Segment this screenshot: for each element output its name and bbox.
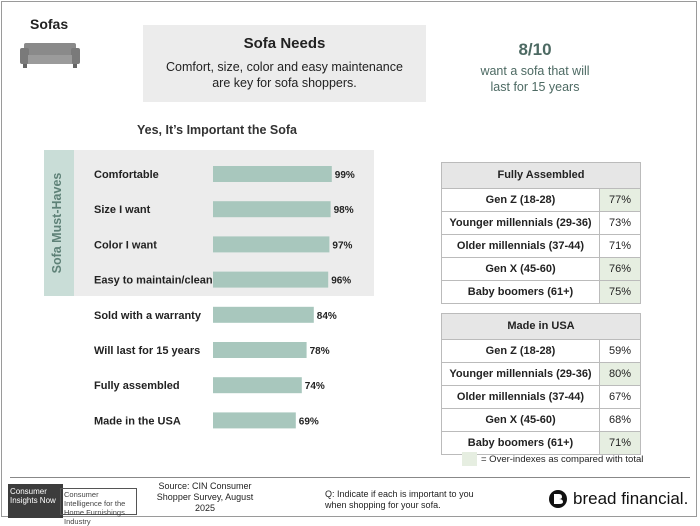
table-row: Younger millennials (29-36) 73% <box>442 212 640 235</box>
table-row: Gen Z (18-28) 77% <box>442 189 640 212</box>
row-label: Gen X (45-60) <box>442 258 600 280</box>
stat-text: want a sofa that will last for 15 years <box>480 64 590 94</box>
legend: = Over-indexes as compared with total <box>462 452 643 466</box>
row-label: Baby boomers (61+) <box>442 432 600 454</box>
value-label: 98% <box>334 205 354 216</box>
must-haves-band <box>44 150 74 296</box>
source-note: Source: CIN Consumer Shopper Survey, Aug… <box>156 481 254 513</box>
table-row: Gen X (45-60) 68% <box>442 409 640 432</box>
page-frame <box>1 1 697 517</box>
header-subtitle: Comfort, size, color and easy maintenanc… <box>166 60 403 90</box>
table-title: Made in USA <box>442 314 640 340</box>
table-row: Gen X (45-60) 76% <box>442 258 640 281</box>
category-label: Color I want <box>94 239 157 251</box>
table-row: Gen Z (18-28) 59% <box>442 340 640 363</box>
table-row: Older millennials (37-44) 71% <box>442 235 640 258</box>
row-label: Gen Z (18-28) <box>442 189 600 211</box>
bar <box>213 236 330 253</box>
value-label: 96% <box>331 276 351 287</box>
row-value: 77% <box>600 189 640 211</box>
bread-logo-icon <box>549 490 567 508</box>
row-label: Older millennials (37-44) <box>442 235 600 257</box>
legend-text: = Over-indexes as compared with total <box>481 453 644 465</box>
row-label: Older millennials (37-44) <box>442 386 600 408</box>
legend-swatch <box>462 452 477 466</box>
bar <box>213 377 302 394</box>
sofa-icon <box>20 43 80 68</box>
value-label: 84% <box>317 311 337 322</box>
value-label: 78% <box>310 346 330 357</box>
value-label: 97% <box>332 240 352 251</box>
stat-value: 8/10 <box>518 40 552 59</box>
row-value: 71% <box>600 432 640 454</box>
section-title: Sofas <box>30 16 69 32</box>
row-value: 68% <box>608 414 632 426</box>
table-row: Younger millennials (29-36) 80% <box>442 363 640 386</box>
bar <box>213 412 296 429</box>
row-label: Younger millennials (29-36) <box>442 363 600 385</box>
header-title: Sofa Needs <box>243 35 326 52</box>
row-value: 76% <box>600 258 640 280</box>
bar <box>213 201 331 218</box>
category-label: Size I want <box>94 204 151 216</box>
brand-logo: bread financial. <box>548 489 688 509</box>
made-in-usa-table: Made in USA Gen Z (18-28) 59% Younger mi… <box>441 313 641 455</box>
category-label: Fully assembled <box>94 380 180 392</box>
footer-divider <box>10 477 690 478</box>
row-value: 75% <box>600 281 640 303</box>
table-row: Baby boomers (61+) 71% <box>442 432 640 454</box>
row-label: Gen X (45-60) <box>442 409 600 431</box>
cin-logo: Consumer Insights Now <box>8 484 63 518</box>
chart-title: Yes, It’s Important the Sofa <box>137 123 297 137</box>
bar <box>213 271 329 288</box>
stat-callout: 8/10 want a sofa that will last for 15 y… <box>450 40 620 95</box>
category-label: Will last for 15 years <box>94 345 200 357</box>
row-label: Gen Z (18-28) <box>442 340 600 362</box>
question-note: Q: Indicate if each is important to you … <box>325 489 474 510</box>
fully-assembled-table: Fully Assembled Gen Z (18-28) 77% Younge… <box>441 162 641 304</box>
row-label: Baby boomers (61+) <box>442 281 600 303</box>
header-box: Sofa Needs Comfort, size, color and easy… <box>143 25 426 102</box>
row-value: 71% <box>608 240 632 252</box>
row-value: 73% <box>608 217 632 229</box>
table-row: Older millennials (37-44) 67% <box>442 386 640 409</box>
value-label: 69% <box>299 416 319 427</box>
row-label: Younger millennials (29-36) <box>442 212 600 234</box>
table-title: Fully Assembled <box>442 163 640 189</box>
category-label: Made in the USA <box>94 415 181 427</box>
cin-tagline: Consumer Intelligence for the Home Furni… <box>60 488 137 526</box>
bar <box>213 342 307 358</box>
brand-name: bread financial. <box>573 489 689 508</box>
row-value: 80% <box>600 363 640 385</box>
row-value: 67% <box>608 391 632 403</box>
row-value: 59% <box>608 345 632 357</box>
value-label: 74% <box>305 381 325 392</box>
bar <box>213 306 314 323</box>
bar <box>213 166 332 182</box>
value-label: 99% <box>335 170 355 181</box>
category-label: Sold with a warranty <box>94 310 202 322</box>
category-label: Easy to maintain/clean <box>94 275 213 287</box>
category-label: Comfortable <box>94 169 159 181</box>
table-row: Baby boomers (61+) 75% <box>442 281 640 303</box>
